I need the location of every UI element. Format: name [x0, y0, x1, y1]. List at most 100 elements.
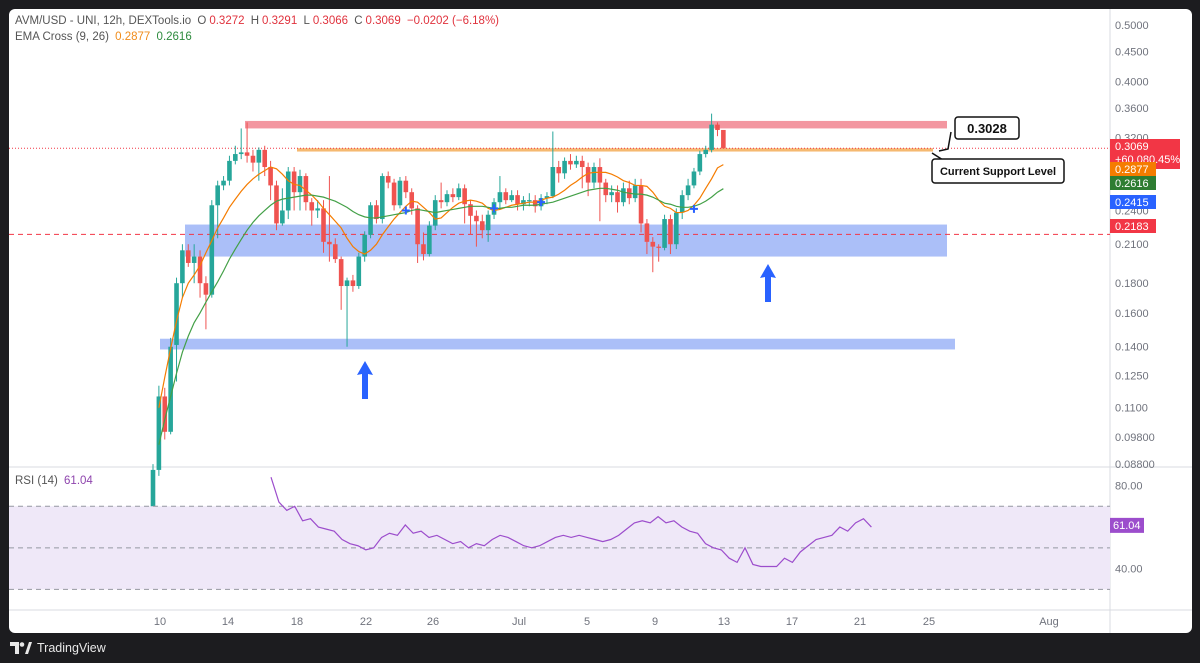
candle-body [427, 225, 432, 255]
candle-body [579, 160, 585, 168]
price-tick-label: 0.2100 [1115, 239, 1149, 251]
candle-body [274, 185, 279, 224]
candle [679, 190, 685, 220]
candle-body [691, 171, 697, 186]
candle [180, 244, 185, 298]
candle-body [321, 208, 326, 242]
ema-legend[interactable]: EMA Cross (9, 26) 0.2877 0.2616 [15, 31, 195, 43]
candle [356, 252, 362, 289]
candle-body [332, 244, 338, 260]
rsi-line [270, 476, 872, 568]
ema-slow-value: 0.2616 [156, 31, 192, 43]
candle [274, 180, 279, 231]
candle [368, 202, 373, 239]
candle [662, 214, 667, 251]
candle [474, 210, 479, 247]
zone-support-line [297, 148, 933, 152]
candle-body [185, 250, 191, 263]
tradingview-brand[interactable]: TradingView [10, 641, 106, 655]
rsi-label: RSI (14) [15, 475, 58, 487]
candle-body [597, 167, 603, 183]
candle [385, 171, 391, 189]
candle [579, 155, 585, 189]
candle-body [697, 154, 703, 172]
candle [509, 190, 514, 203]
candle [691, 167, 697, 189]
candle-body [221, 180, 226, 186]
support-callout-text: Current Support Level [940, 166, 1056, 178]
candle-body [174, 283, 179, 345]
ema-cross-marker [401, 206, 410, 215]
candle-body [227, 160, 232, 181]
price-badge-text: 0.2183 [1115, 221, 1149, 233]
candle [397, 176, 403, 209]
candle-body [338, 259, 344, 287]
candle-body [297, 176, 303, 193]
candle-body [479, 221, 485, 231]
candle [197, 250, 203, 298]
candle-body [327, 241, 332, 245]
candle-body [309, 202, 315, 211]
low-label: L [303, 15, 310, 27]
candle-body [168, 346, 173, 432]
candle [291, 167, 297, 211]
resistance-callout-box [954, 116, 1020, 140]
candle-body [238, 152, 244, 155]
rsi-tick-label: 40.00 [1115, 564, 1143, 576]
candle-body [150, 469, 156, 522]
candle-body [656, 246, 661, 248]
candle-body [674, 212, 679, 245]
candle-body [156, 396, 162, 470]
candle [168, 337, 173, 435]
chart-frame: 0.3028 Current Support Level 0.5000 0.4500 0… [9, 9, 1192, 633]
chart-canvas[interactable]: 0.3028 Current Support Level 0.5000 0.4500 0… [9, 9, 1192, 633]
candle-body [544, 196, 550, 199]
candle-body [409, 192, 415, 209]
candle-body [703, 149, 709, 155]
candle [438, 182, 444, 209]
candle-body [556, 167, 562, 174]
candle [391, 178, 397, 211]
candle-body [356, 256, 362, 287]
candle [227, 155, 232, 186]
candle-body [585, 167, 591, 183]
price-tick-label: 0.4000 [1115, 76, 1149, 88]
price-tick-label: 0.4500 [1115, 47, 1149, 59]
candle [574, 155, 579, 168]
candle [185, 244, 191, 267]
resistance-callout-text: 0.3028 [967, 121, 1007, 136]
candle-body [679, 195, 685, 213]
candle [233, 145, 238, 165]
candle [556, 160, 562, 183]
rsi-tick-label: 80.00 [1115, 480, 1143, 492]
candle [638, 178, 644, 233]
price-tick-label: 0.1600 [1115, 308, 1149, 320]
symbol-label[interactable]: AVM/USD - UNI, 12h, DEXTools.io [15, 15, 192, 27]
candle-body [509, 195, 514, 201]
time-tick-label: 10 [154, 616, 166, 628]
candle [332, 238, 338, 263]
rsi-legend[interactable]: RSI (14) 61.04 [15, 475, 96, 487]
candle [156, 385, 162, 476]
candle-body [385, 176, 391, 183]
candle-body [721, 129, 726, 149]
candle-body [380, 176, 385, 220]
price-tick-label: 0.1800 [1115, 278, 1149, 290]
up-arrow-icon [357, 361, 373, 399]
candle-body [550, 167, 556, 197]
resistance-callout-pointer [938, 131, 952, 152]
zone-resistance [245, 120, 947, 129]
price-tick-label: 0.3600 [1115, 103, 1149, 115]
candle [285, 167, 291, 220]
price-tick-label: 0.1100 [1115, 403, 1148, 415]
rsi-value-badge-text: 61.04 [1113, 520, 1141, 532]
time-tick-label: 22 [360, 616, 372, 628]
candle-body [197, 256, 203, 284]
price-tick-label: 0.08800 [1115, 459, 1155, 471]
candle [380, 173, 385, 224]
candle-body [609, 192, 614, 196]
time-tick-label: 14 [222, 616, 234, 628]
candle-body [638, 185, 644, 224]
candle-body [291, 171, 297, 193]
price-badge-bg [1110, 219, 1156, 233]
